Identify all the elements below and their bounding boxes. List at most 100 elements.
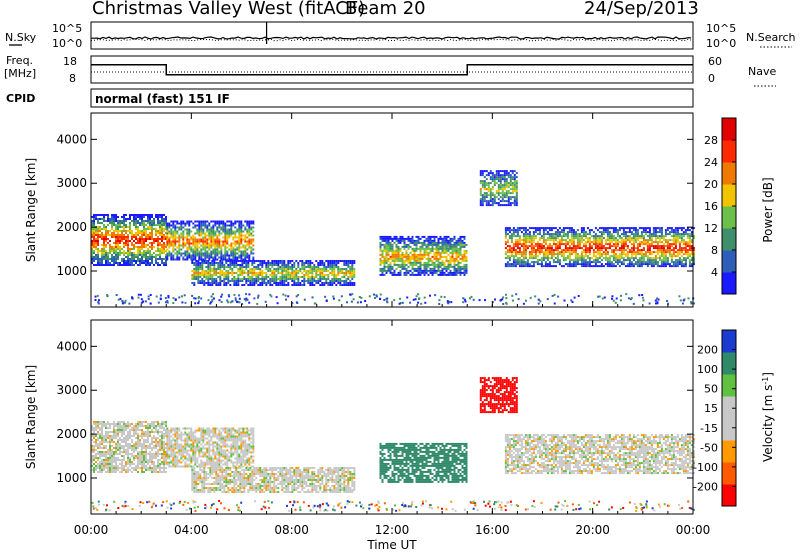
heat-cell: [497, 184, 500, 187]
heat-cell: [311, 270, 314, 272]
heat-cell: [429, 257, 432, 260]
heat-cell: [437, 257, 440, 260]
heat-cell: [536, 247, 539, 250]
heat-cell: [628, 265, 631, 268]
heat-cell: [194, 224, 197, 227]
heat-cell: [516, 247, 519, 250]
heat-cell: [690, 259, 693, 262]
heat-cell: [495, 176, 498, 179]
heat-cell: [445, 237, 448, 240]
heat-cell: [514, 241, 517, 244]
y-tick-label: 2000: [56, 220, 87, 234]
heat-cell: [636, 245, 639, 248]
heat-cell: [532, 227, 535, 230]
heat-cell: [606, 253, 609, 256]
heat-cell: [230, 250, 233, 253]
heat-cell: [544, 257, 547, 260]
heat-cell: [195, 278, 198, 280]
heat-cell: [395, 237, 398, 240]
heat-cell: [624, 237, 627, 240]
heat-cell: [303, 298, 306, 301]
heat-cell: [538, 245, 541, 248]
heat-cell: [99, 467, 101, 469]
heat-cell: [641, 294, 644, 296]
heat-cell: [207, 272, 210, 274]
heat-cell: [678, 243, 681, 246]
heat-cell: [165, 228, 167, 230]
heat-cell: [586, 255, 589, 258]
heat-cell: [515, 196, 518, 199]
heat-cell: [506, 261, 509, 264]
heat-cell: [622, 245, 625, 248]
heat-cell: [229, 280, 232, 282]
heat-cell: [337, 262, 340, 264]
heat-cell: [522, 263, 525, 266]
heat-cell: [528, 241, 531, 244]
heat-cell: [190, 230, 193, 233]
heat-cell: [413, 243, 416, 246]
heat-cell: [614, 245, 617, 248]
heat-cell: [667, 302, 670, 305]
heat-cell: [529, 296, 532, 299]
heat-cell: [534, 295, 537, 298]
heat-cell: [190, 238, 193, 241]
heat-cell: [636, 237, 639, 240]
heat-cell: [580, 261, 583, 264]
heat-cell: [343, 264, 346, 266]
heat-cell: [598, 241, 601, 244]
heat-cell: [204, 256, 207, 259]
heat-cell: [240, 232, 243, 235]
heat-cell: [682, 227, 685, 230]
heat-cell: [221, 280, 224, 282]
heat-cell: [265, 278, 268, 280]
heat-cell: [417, 255, 420, 258]
heat-cell: [528, 235, 531, 238]
heat-cell: [166, 248, 169, 251]
heat-cell: [293, 270, 296, 272]
heat-cell: [413, 269, 416, 272]
heat-cell: [413, 247, 416, 250]
heat-cell: [215, 268, 218, 270]
heat-cell: [240, 220, 243, 223]
heat-cell: [295, 260, 298, 262]
heat-cell: [167, 296, 170, 299]
heat-cell: [530, 227, 533, 230]
heat-cell: [255, 268, 258, 270]
heat-cell: [602, 247, 605, 250]
heat-cell: [105, 441, 107, 443]
heat-cell: [582, 229, 585, 232]
heat-cell: [358, 296, 361, 298]
heat-cell: [245, 278, 248, 280]
heat-cell: [483, 196, 486, 199]
heat-cell: [610, 227, 613, 230]
heat-cell: [271, 266, 274, 268]
heat-cell: [564, 245, 567, 248]
heat-cell: [642, 263, 645, 266]
heat-cell: [425, 239, 428, 242]
heat-cell: [598, 235, 601, 238]
heat-cell: [443, 237, 446, 240]
heat-cell: [453, 245, 456, 248]
heat-cell: [234, 236, 237, 239]
heat-cell: [127, 264, 129, 266]
heat-cell: [220, 252, 223, 255]
heat-cell: [129, 226, 131, 228]
heat-cell: [572, 231, 575, 234]
heat-cell: [351, 264, 354, 266]
heat-cell: [439, 247, 442, 250]
heat-cell: [117, 228, 119, 230]
heat-cell: [287, 262, 290, 264]
heat-cell: [205, 282, 208, 284]
heat-cell: [97, 301, 100, 304]
heat-cell: [552, 243, 555, 246]
heat-cell: [297, 272, 300, 274]
heat-cell: [248, 228, 251, 231]
heat-cell: [227, 282, 230, 284]
heat-cell: [524, 257, 527, 260]
heat-cell: [532, 245, 535, 248]
heat-cell: [127, 236, 129, 238]
heat-cell: [341, 280, 344, 282]
heat-cell: [107, 238, 109, 240]
heat-cell: [530, 249, 533, 252]
heat-cell: [596, 257, 599, 260]
